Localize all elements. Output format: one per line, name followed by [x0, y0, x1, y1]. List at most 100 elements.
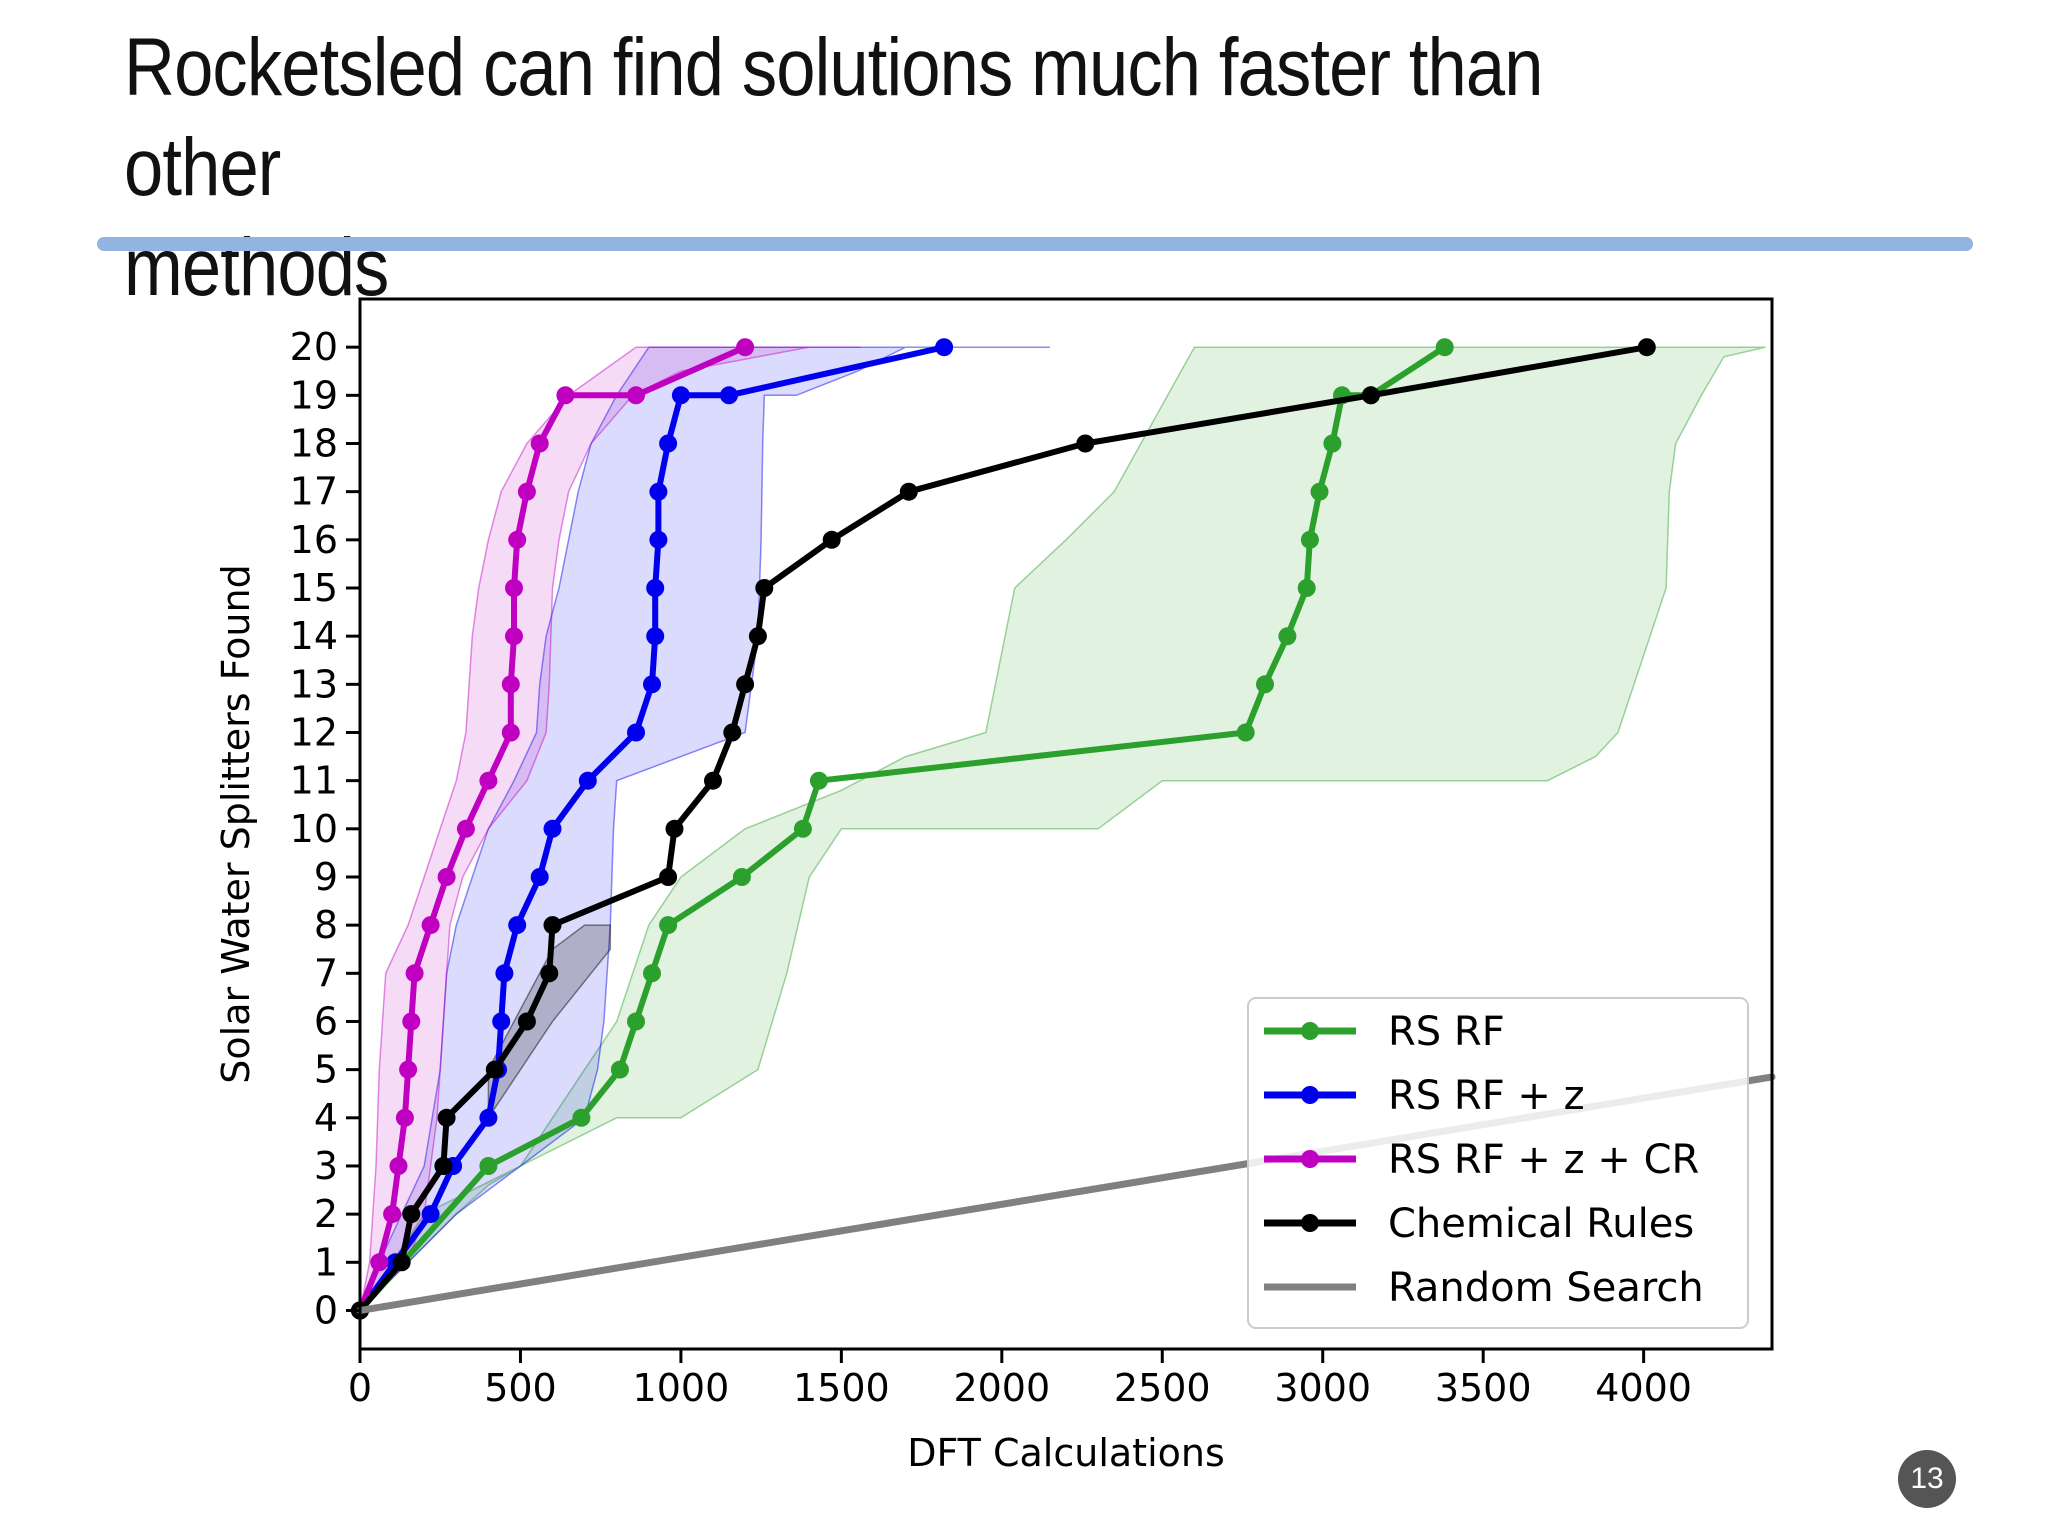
data-point [1323, 434, 1342, 453]
data-point [1300, 530, 1319, 549]
data-point [1076, 434, 1095, 453]
legend-marker [1301, 1022, 1319, 1040]
data-point [389, 1157, 408, 1175]
data-point [530, 434, 549, 453]
data-point [643, 675, 661, 694]
x-axis-label: DFT Calculations [907, 1431, 1225, 1475]
data-point [1297, 579, 1316, 597]
x-axis-ticks: 0 500 1000 1500 2000 2500 3000 3500 4000 [348, 1349, 1692, 1410]
data-point [479, 1157, 498, 1175]
data-point [505, 579, 523, 597]
data-point [501, 675, 520, 694]
data-point [492, 1012, 511, 1031]
data-point [543, 819, 562, 838]
y-tick-label: 9 [314, 855, 338, 899]
data-point [501, 723, 520, 742]
title-rule [97, 237, 1973, 251]
y-tick-label: 0 [314, 1288, 338, 1332]
data-point [479, 771, 498, 790]
plot-frame [358, 297, 1774, 1351]
legend-marker [1301, 1150, 1319, 1168]
y-tick-label: 18 [290, 421, 338, 465]
data-point [495, 964, 514, 983]
data-point [793, 819, 812, 838]
data-point [1435, 338, 1454, 357]
x-tick-label: 2500 [1114, 1366, 1211, 1410]
data-point [485, 1060, 504, 1079]
series-line-3 [357, 344, 749, 1314]
data-point [456, 819, 475, 838]
data-point [755, 579, 774, 597]
data-point [421, 1205, 440, 1224]
y-tick-label: 17 [290, 470, 338, 514]
data-point [540, 964, 559, 983]
y-tick-label: 13 [290, 662, 338, 706]
y-tick-label: 16 [290, 518, 338, 562]
data-point [479, 1108, 498, 1127]
data-point [723, 723, 742, 742]
y-tick-label: 7 [314, 951, 338, 995]
data-point [508, 530, 527, 549]
data-point [643, 964, 661, 983]
x-tick-label: 0 [348, 1366, 372, 1410]
data-point [578, 771, 597, 790]
data-point [395, 1108, 414, 1127]
data-point [434, 1157, 453, 1175]
data-point [748, 627, 767, 646]
data-point [720, 386, 738, 405]
y-tick-label: 1 [314, 1240, 338, 1284]
data-point [399, 1060, 418, 1079]
data-point [508, 916, 527, 935]
y-tick-label: 3 [314, 1144, 338, 1188]
data-point [646, 627, 665, 646]
data-point [1256, 675, 1274, 694]
data-point [1236, 723, 1255, 742]
data-point [405, 964, 424, 983]
x-tick-label: 2000 [953, 1366, 1050, 1410]
confidence-band-2 [359, 346, 1050, 1312]
y-tick-label: 4 [314, 1096, 338, 1140]
legend: RS RF RS RF + z RS RF + z + CR Chemical Rul… [1247, 997, 1749, 1329]
legend-marker [1301, 1086, 1319, 1104]
y-axis-label: Solar Water Splitters Found [214, 564, 258, 1083]
data-point [370, 1253, 389, 1272]
data-point [899, 482, 918, 501]
x-tick-label: 1000 [633, 1366, 730, 1410]
data-point [610, 1060, 629, 1079]
data-point [572, 1108, 591, 1127]
legend-label: Chemical Rules [1388, 1201, 1694, 1247]
data-point [627, 1012, 645, 1031]
data-point [809, 771, 828, 790]
confidence-bands [358, 346, 1766, 1313]
data-point [822, 530, 841, 549]
data-point [383, 1205, 402, 1224]
x-tick-label: 3500 [1435, 1366, 1532, 1410]
data-point [935, 338, 954, 357]
x-tick-label: 500 [484, 1366, 557, 1410]
data-point [649, 530, 668, 549]
data-point [665, 819, 684, 838]
data-point [437, 868, 456, 886]
data-point [517, 482, 536, 501]
legend-box [1247, 997, 1749, 1329]
y-tick-label: 5 [314, 1048, 338, 1092]
y-tick-label: 8 [314, 903, 338, 947]
confidence-band-1 [359, 346, 1766, 1312]
y-tick-label: 12 [290, 710, 338, 754]
data-point [736, 675, 755, 694]
legend-label: RS RF [1388, 1009, 1505, 1055]
y-tick-label: 19 [290, 373, 338, 417]
data-point [392, 1253, 411, 1272]
y-tick-label: 14 [290, 614, 338, 658]
legend-marker [1301, 1214, 1319, 1232]
data-point [1361, 386, 1380, 405]
data-point [505, 627, 523, 646]
y-tick-label: 20 [290, 325, 338, 369]
series-line-2 [357, 344, 948, 1314]
y-tick-label: 15 [290, 566, 338, 610]
data-point [671, 386, 690, 405]
data-point [530, 868, 549, 886]
data-point [517, 1012, 536, 1031]
